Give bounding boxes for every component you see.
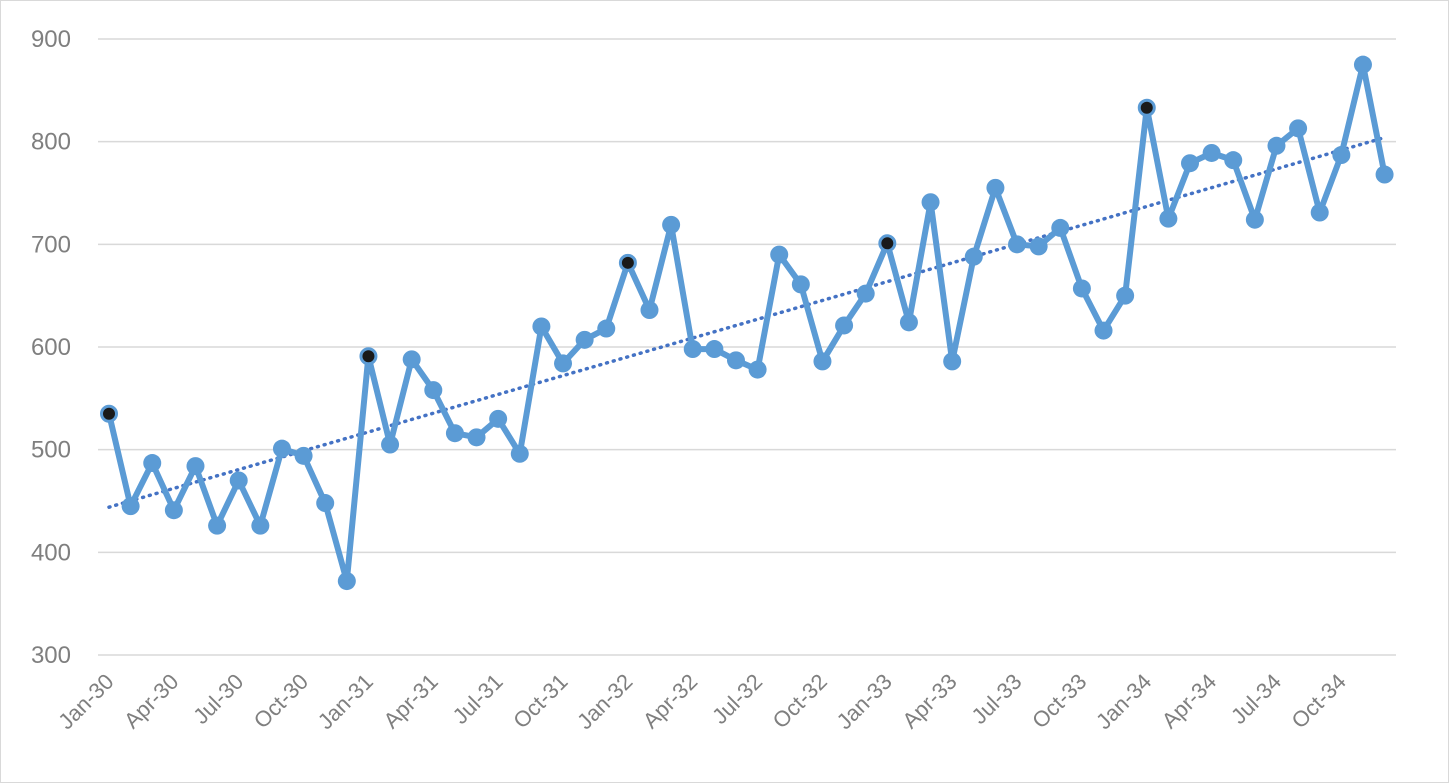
data-point bbox=[835, 316, 854, 335]
data-point bbox=[1159, 209, 1178, 228]
data-point bbox=[1289, 119, 1308, 138]
data-point bbox=[316, 494, 335, 513]
y-tick-label: 300 bbox=[31, 642, 71, 669]
x-tick-label: Jul-33 bbox=[967, 669, 1027, 729]
x-tick-label: Oct-30 bbox=[249, 669, 313, 733]
data-point bbox=[683, 340, 702, 359]
data-point bbox=[1353, 55, 1372, 74]
data-point bbox=[791, 275, 810, 294]
x-tick-label: Jul-30 bbox=[188, 669, 248, 729]
highlighted-data-point bbox=[100, 404, 118, 423]
data-point bbox=[424, 381, 443, 400]
data-point bbox=[748, 360, 767, 379]
data-point bbox=[272, 439, 291, 458]
data-point bbox=[575, 330, 594, 349]
y-tick-label: 700 bbox=[31, 231, 71, 258]
x-tick-label: Apr-32 bbox=[638, 669, 702, 733]
data-point bbox=[921, 193, 940, 212]
data-point bbox=[770, 245, 789, 264]
data-point bbox=[640, 301, 659, 320]
data-point bbox=[597, 319, 616, 338]
x-tick-label: Oct-33 bbox=[1027, 669, 1091, 733]
x-tick-label: Apr-34 bbox=[1157, 669, 1221, 733]
data-point bbox=[121, 497, 140, 516]
data-point bbox=[467, 428, 486, 447]
highlighted-data-point bbox=[359, 347, 378, 366]
data-point bbox=[186, 457, 205, 476]
data-point bbox=[489, 409, 508, 428]
data-point bbox=[164, 501, 183, 520]
data-point bbox=[294, 446, 313, 465]
data-point bbox=[143, 454, 162, 473]
highlighted-data-point bbox=[878, 234, 897, 253]
data-point bbox=[554, 354, 573, 373]
data-point bbox=[705, 340, 724, 359]
data-point bbox=[1051, 218, 1070, 237]
x-tick-label: Jul-31 bbox=[448, 669, 508, 729]
data-point bbox=[208, 516, 227, 535]
data-point bbox=[856, 284, 875, 303]
x-tick-label: Oct-31 bbox=[508, 669, 572, 733]
data-point bbox=[337, 572, 356, 591]
data-point bbox=[1072, 279, 1091, 298]
data-point bbox=[251, 516, 270, 535]
data-point bbox=[899, 313, 918, 332]
data-point bbox=[964, 247, 983, 266]
x-tick-label: Jan-31 bbox=[313, 669, 378, 734]
data-point bbox=[813, 352, 832, 371]
data-point bbox=[510, 444, 529, 463]
x-tick-label: Apr-33 bbox=[897, 669, 961, 733]
y-tick-label: 400 bbox=[31, 539, 71, 566]
data-point bbox=[1181, 154, 1199, 173]
data-point bbox=[1202, 143, 1221, 162]
x-tick-label: Jul-32 bbox=[707, 669, 767, 729]
x-tick-label: Jan-33 bbox=[832, 669, 897, 734]
y-tick-label: 800 bbox=[31, 129, 71, 156]
data-point bbox=[986, 178, 1005, 197]
highlighted-data-point bbox=[618, 253, 637, 272]
y-tick-label: 500 bbox=[31, 437, 71, 464]
data-point bbox=[1224, 151, 1243, 170]
trendline bbox=[107, 135, 1387, 509]
data-point bbox=[1310, 203, 1329, 222]
x-tick-label: Apr-31 bbox=[378, 669, 442, 733]
data-point bbox=[229, 471, 248, 490]
x-tick-label: Apr-30 bbox=[119, 669, 183, 733]
data-point bbox=[402, 350, 421, 369]
x-tick-label: Jul-34 bbox=[1226, 669, 1286, 729]
data-point bbox=[1008, 235, 1027, 254]
data-point bbox=[726, 351, 745, 370]
highlighted-data-point bbox=[1137, 98, 1156, 117]
data-point bbox=[381, 435, 400, 454]
y-tick-label: 900 bbox=[31, 26, 71, 53]
data-point bbox=[1245, 210, 1264, 229]
x-tick-label: Oct-34 bbox=[1287, 669, 1351, 733]
x-tick-label: Jan-30 bbox=[53, 669, 118, 734]
data-point bbox=[1267, 136, 1286, 155]
data-point bbox=[532, 317, 551, 336]
x-tick-label: Jan-34 bbox=[1091, 669, 1156, 734]
y-tick-label: 600 bbox=[31, 334, 71, 361]
data-point bbox=[1332, 146, 1351, 165]
data-point bbox=[662, 215, 681, 234]
data-point bbox=[1116, 286, 1135, 305]
data-point bbox=[943, 352, 962, 371]
x-tick-label: Jan-32 bbox=[572, 669, 637, 734]
data-point bbox=[1029, 237, 1048, 256]
data-point bbox=[445, 424, 464, 443]
data-point bbox=[1375, 165, 1394, 184]
data-point bbox=[1094, 321, 1113, 340]
x-tick-label: Oct-32 bbox=[768, 669, 832, 733]
